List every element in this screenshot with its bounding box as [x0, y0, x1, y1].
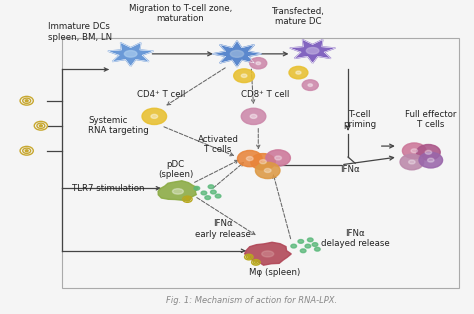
Circle shape [25, 100, 28, 102]
Ellipse shape [241, 74, 247, 78]
Text: Transfected,
mature DC: Transfected, mature DC [272, 7, 325, 26]
Text: Immature DCs
spleen, BM, LN: Immature DCs spleen, BM, LN [48, 22, 112, 42]
Text: Full effector
T cells: Full effector T cells [405, 110, 456, 129]
Ellipse shape [306, 47, 319, 54]
Circle shape [205, 196, 210, 199]
Text: Fig. 1: Mechanism of action for RNA-LPX.: Fig. 1: Mechanism of action for RNA-LPX. [166, 296, 337, 306]
Bar [62, 38, 459, 288]
Circle shape [301, 249, 306, 253]
Circle shape [305, 244, 311, 248]
Circle shape [25, 150, 28, 152]
Text: IFNα: IFNα [340, 165, 360, 174]
Circle shape [255, 162, 280, 179]
Circle shape [417, 144, 440, 160]
Circle shape [298, 240, 304, 243]
Text: T-cell
priming: T-cell priming [343, 110, 376, 129]
Ellipse shape [409, 160, 415, 164]
Circle shape [289, 66, 308, 79]
Text: pDC
(spleen): pDC (spleen) [158, 160, 193, 179]
Circle shape [291, 244, 297, 248]
Ellipse shape [151, 114, 158, 118]
Polygon shape [212, 41, 262, 67]
Text: Activated
T cells: Activated T cells [198, 135, 238, 154]
Circle shape [194, 187, 200, 190]
Ellipse shape [308, 84, 312, 86]
Ellipse shape [425, 150, 432, 154]
Polygon shape [108, 43, 154, 66]
Text: CD4⁺ T cell: CD4⁺ T cell [137, 90, 185, 99]
Circle shape [302, 80, 318, 90]
Circle shape [248, 257, 250, 258]
Circle shape [419, 152, 443, 168]
Text: Migration to T-cell zone,
maturation: Migration to T-cell zone, maturation [128, 3, 232, 23]
Circle shape [39, 125, 42, 127]
Circle shape [312, 243, 318, 246]
Circle shape [400, 154, 424, 170]
Ellipse shape [260, 160, 266, 164]
Ellipse shape [230, 51, 244, 57]
Circle shape [215, 194, 221, 198]
Ellipse shape [262, 251, 273, 257]
Text: Mφ (spleen): Mφ (spleen) [249, 268, 301, 277]
Circle shape [208, 185, 214, 189]
Polygon shape [158, 181, 198, 201]
Circle shape [186, 198, 189, 200]
Circle shape [266, 150, 291, 166]
Circle shape [201, 191, 207, 195]
Ellipse shape [124, 51, 137, 57]
Polygon shape [290, 40, 336, 63]
Ellipse shape [256, 62, 261, 65]
Text: IFNα
early release: IFNα early release [195, 219, 251, 239]
Circle shape [142, 108, 166, 125]
Ellipse shape [411, 149, 418, 153]
Ellipse shape [428, 158, 434, 162]
Ellipse shape [246, 157, 253, 160]
Polygon shape [245, 242, 291, 265]
Ellipse shape [173, 189, 183, 194]
Circle shape [251, 154, 275, 170]
Circle shape [250, 57, 267, 69]
Circle shape [315, 247, 320, 251]
Text: Systemic
RNA targeting: Systemic RNA targeting [88, 116, 149, 135]
Text: IFNα
delayed release: IFNα delayed release [321, 229, 390, 248]
Circle shape [255, 262, 257, 263]
Ellipse shape [296, 71, 301, 74]
Circle shape [234, 69, 255, 83]
Ellipse shape [275, 156, 282, 160]
Circle shape [237, 150, 262, 167]
Ellipse shape [250, 114, 257, 118]
Text: TLR7 stimulation: TLR7 stimulation [72, 184, 144, 193]
Circle shape [402, 143, 426, 159]
Ellipse shape [264, 168, 271, 172]
Text: CD8⁺ T cell: CD8⁺ T cell [241, 90, 290, 99]
Circle shape [210, 190, 216, 194]
Circle shape [308, 238, 313, 242]
Circle shape [241, 108, 266, 125]
